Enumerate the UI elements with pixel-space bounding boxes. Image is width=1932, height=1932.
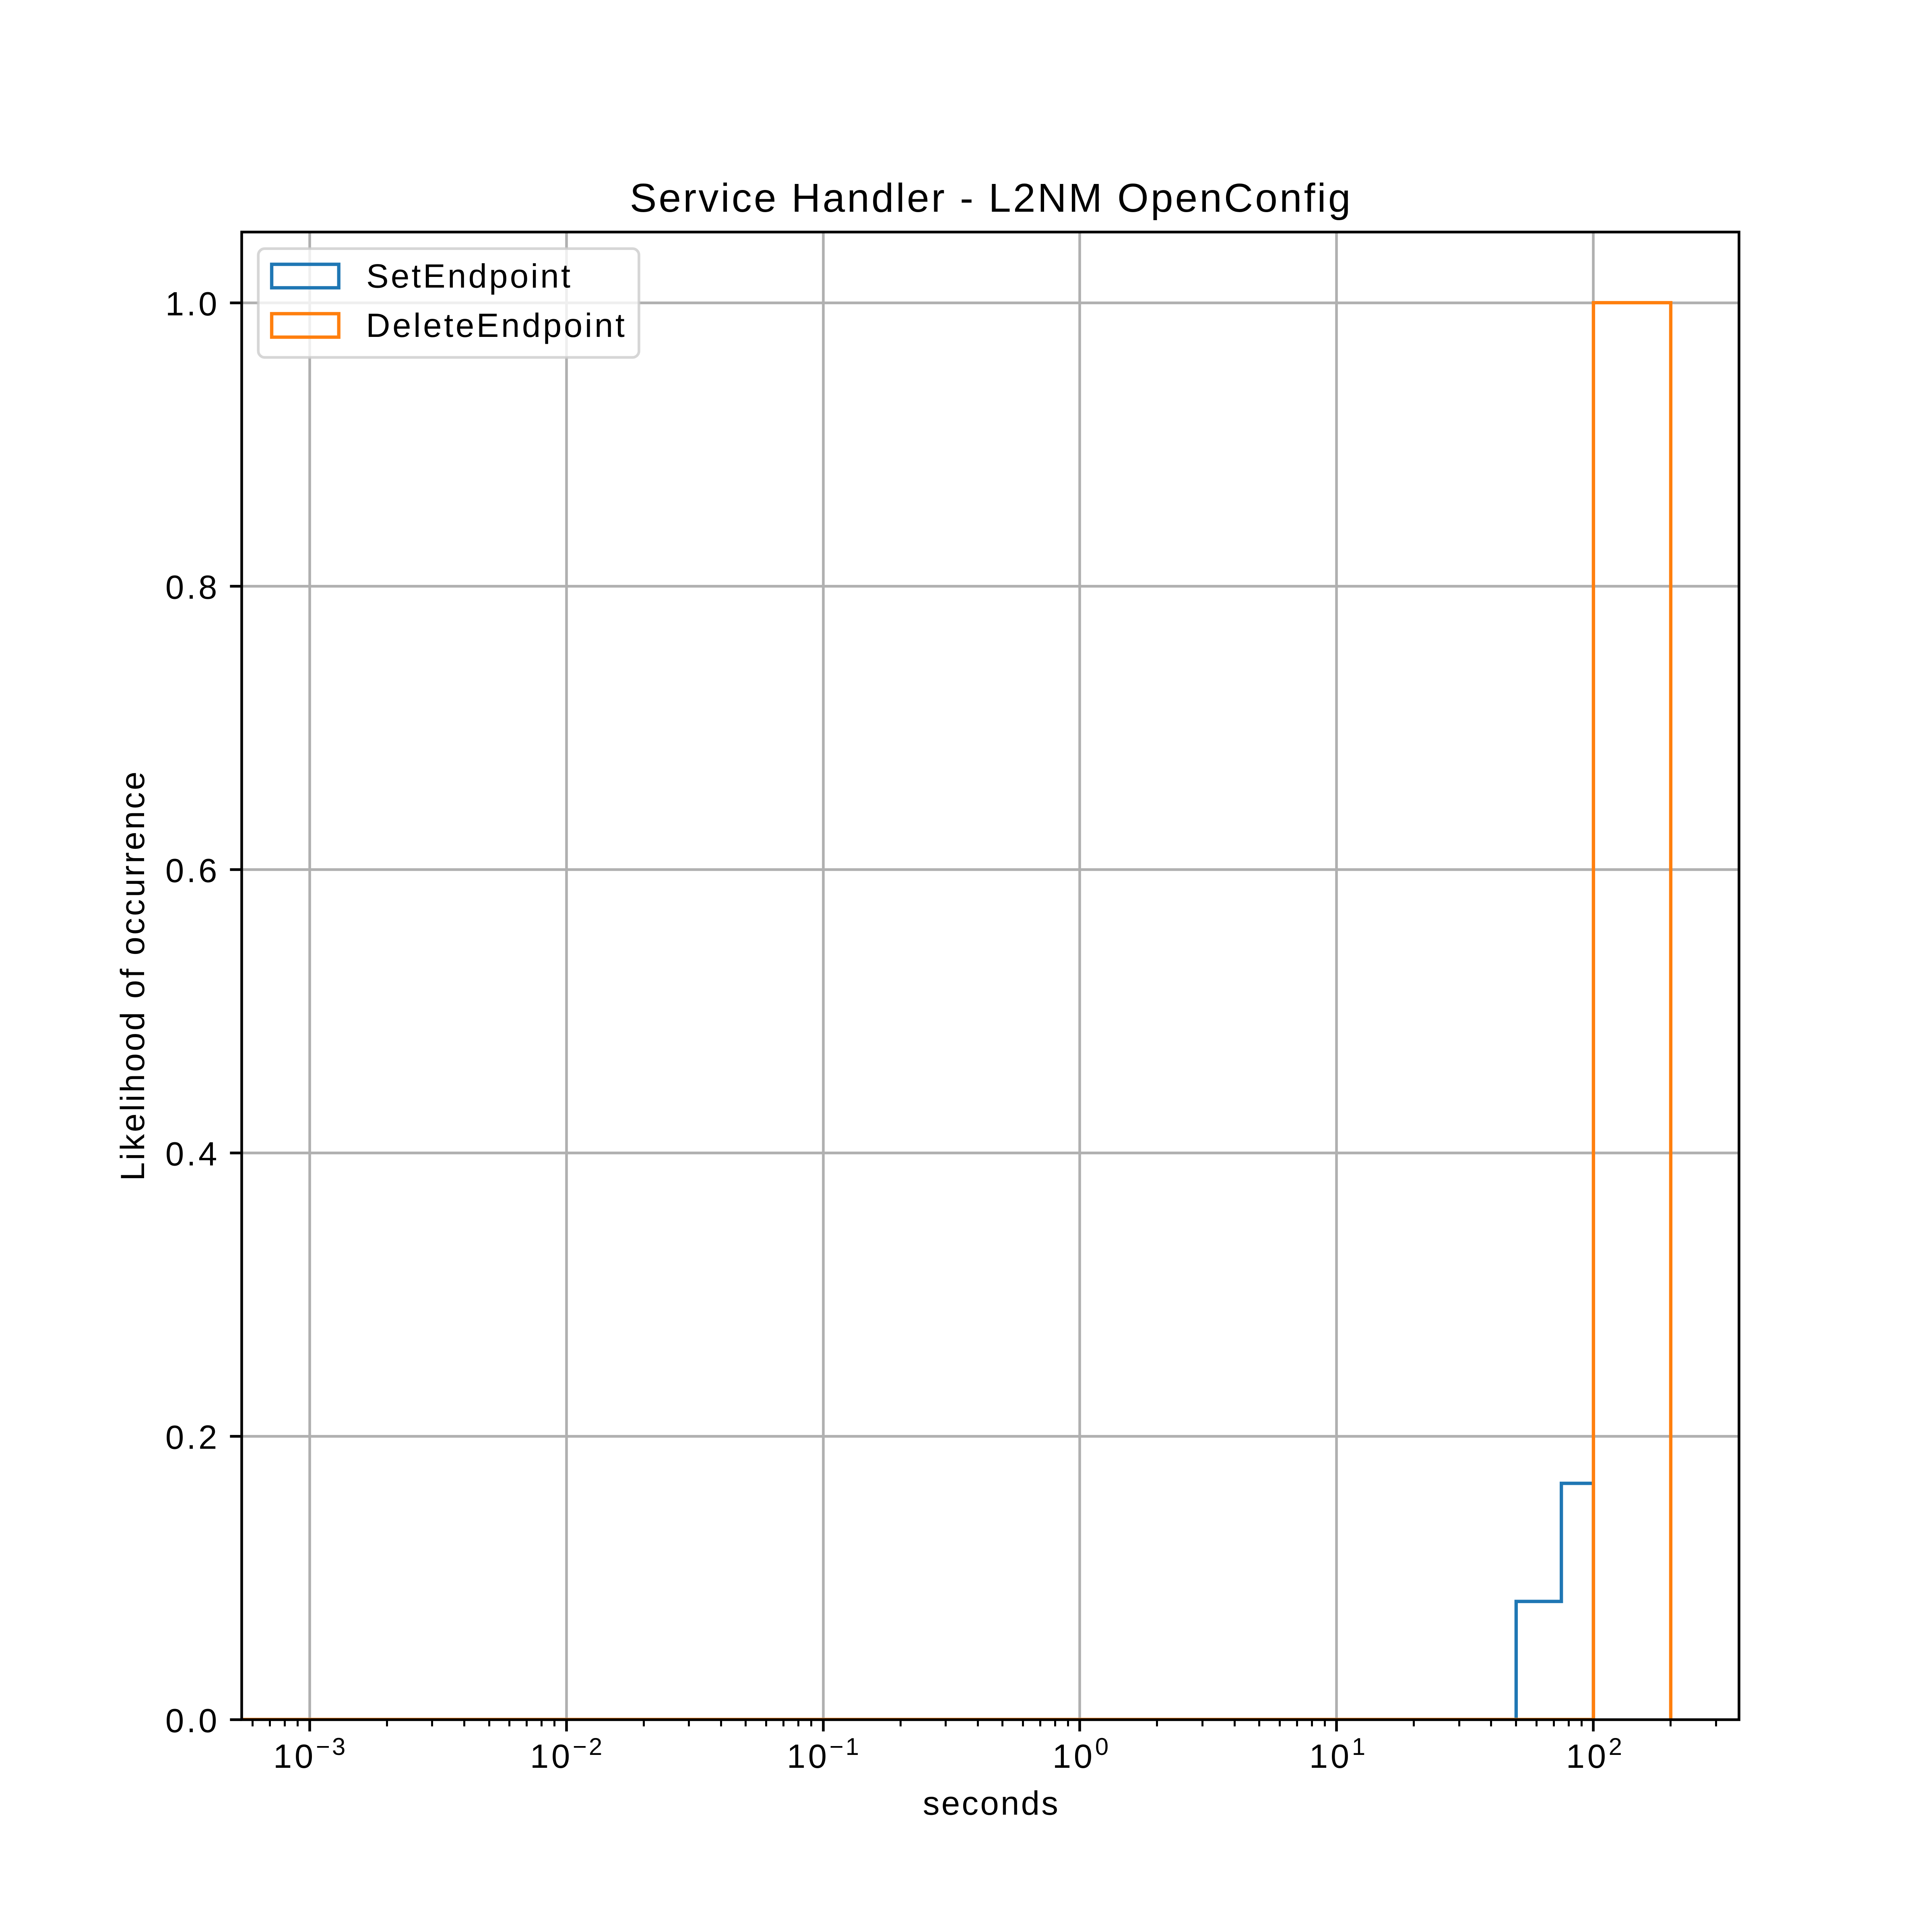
svg-text:0.6: 0.6 — [165, 852, 220, 889]
svg-text:1: 1 — [1352, 1733, 1367, 1760]
svg-text:10: 10 — [787, 1738, 830, 1775]
svg-text:−3: −3 — [316, 1733, 347, 1760]
svg-text:0.2: 0.2 — [165, 1418, 220, 1456]
svg-text:SetEndpoint: SetEndpoint — [366, 257, 572, 295]
svg-text:0.4: 0.4 — [165, 1135, 220, 1172]
svg-text:10: 10 — [1309, 1738, 1352, 1775]
svg-text:10: 10 — [1053, 1738, 1095, 1775]
svg-text:−1: −1 — [830, 1733, 861, 1760]
svg-text:10: 10 — [273, 1738, 316, 1775]
svg-text:Service Handler - L2NM OpenCon: Service Handler - L2NM OpenConfig — [630, 175, 1353, 221]
svg-text:10: 10 — [530, 1738, 573, 1775]
svg-text:Likelihood of occurrence: Likelihood of occurrence — [114, 770, 151, 1181]
svg-text:2: 2 — [1609, 1733, 1624, 1760]
svg-text:1.0: 1.0 — [165, 285, 220, 322]
svg-text:0.0: 0.0 — [165, 1702, 220, 1739]
svg-text:0.8: 0.8 — [165, 568, 220, 606]
svg-text:−2: −2 — [573, 1733, 604, 1760]
svg-text:10: 10 — [1566, 1738, 1609, 1775]
svg-text:DeleteEndpoint: DeleteEndpoint — [366, 307, 627, 344]
svg-text:seconds: seconds — [923, 1784, 1060, 1822]
svg-text:0: 0 — [1095, 1733, 1110, 1760]
